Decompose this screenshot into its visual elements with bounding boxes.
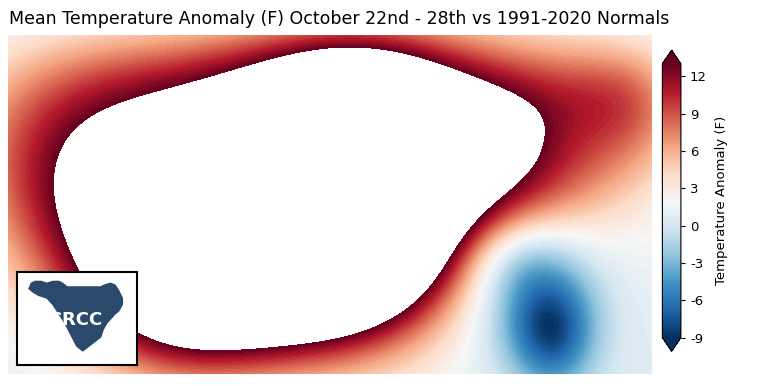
PathPatch shape: [662, 50, 681, 64]
Y-axis label: Temperature Anomaly (F): Temperature Anomaly (F): [716, 116, 728, 285]
Text: SRCC: SRCC: [50, 311, 103, 329]
Text: Mean Temperature Anomaly (F) October 22nd - 28th vs 1991-2020 Normals: Mean Temperature Anomaly (F) October 22n…: [9, 10, 670, 28]
PathPatch shape: [662, 338, 681, 351]
Polygon shape: [29, 281, 122, 351]
